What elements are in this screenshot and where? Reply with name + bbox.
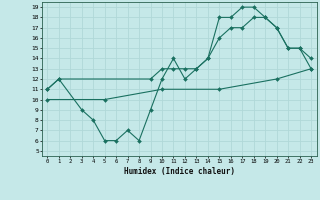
X-axis label: Humidex (Indice chaleur): Humidex (Indice chaleur) <box>124 167 235 176</box>
